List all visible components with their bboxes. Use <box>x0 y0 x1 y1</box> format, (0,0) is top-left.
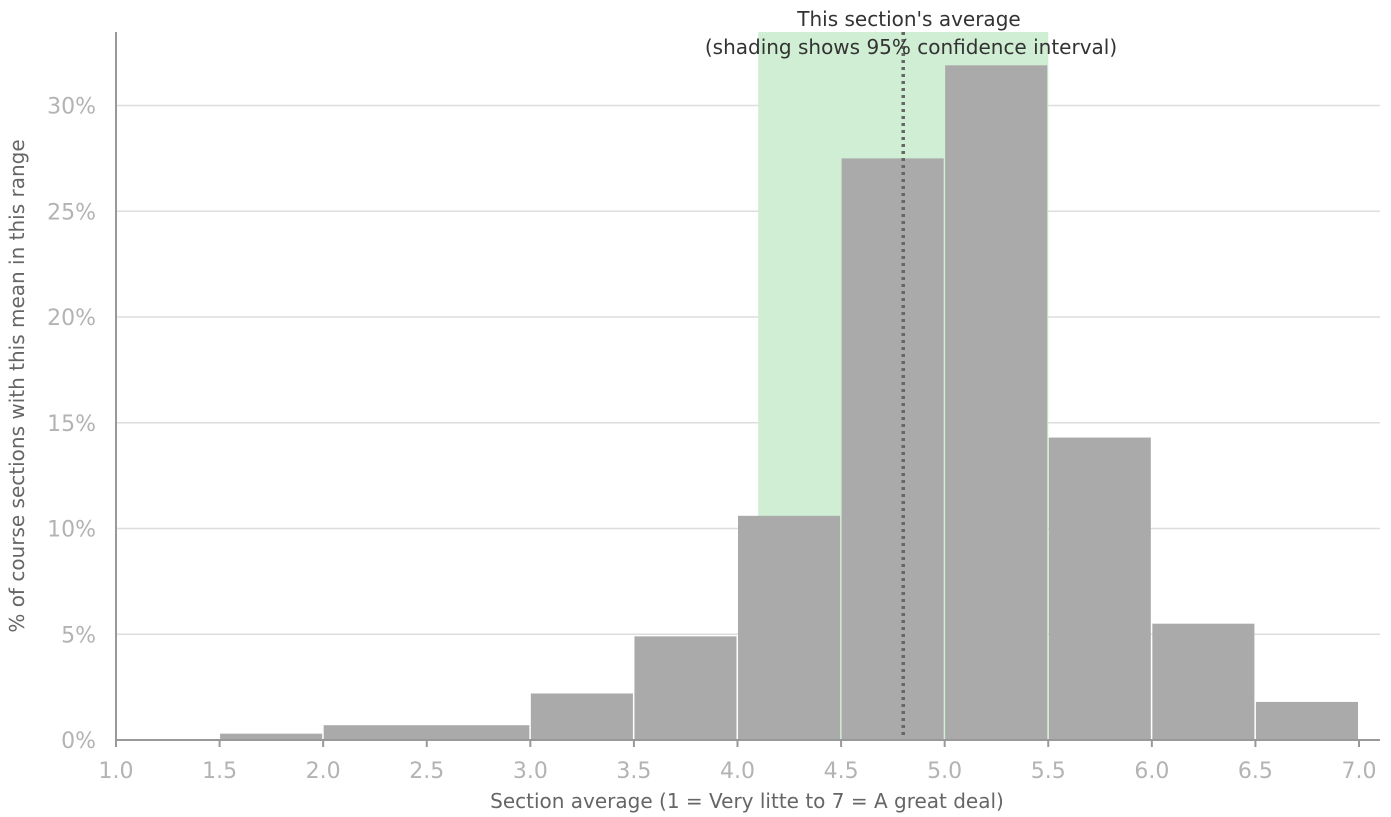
histogram-bar <box>945 65 1048 740</box>
y-tick-labels: 0% 5% 10% 15% 20% 25% 30% <box>47 95 96 755</box>
x-tick-label: 7.0 <box>1342 759 1377 784</box>
y-tick-label: 0% <box>61 729 96 754</box>
histogram-bar <box>841 158 944 740</box>
x-tick-label: 6.0 <box>1134 759 1169 784</box>
y-tick-label: 20% <box>47 306 96 331</box>
x-tick-label: 1.0 <box>99 759 134 784</box>
y-tick-label: 15% <box>47 412 96 437</box>
histogram-bar <box>323 725 530 740</box>
y-tick-label: 30% <box>47 95 96 120</box>
y-tick-label: 10% <box>47 518 96 543</box>
histogram-bar <box>1152 623 1255 740</box>
annotation-title: This section's average <box>796 7 1020 31</box>
y-tick-label: 5% <box>61 623 96 648</box>
histogram-bars <box>220 65 1358 740</box>
x-tick-label: 5.5 <box>1031 759 1066 784</box>
x-tick-labels: 1.0 1.5 2.0 2.5 3.0 3.5 4.0 4.5 5.0 5.5 6.0 6.5 7.0 <box>99 740 1377 784</box>
histogram-bar <box>220 733 323 740</box>
x-tick-label: 6.5 <box>1238 759 1273 784</box>
histogram-bar <box>634 636 737 740</box>
axes <box>115 32 1380 741</box>
y-axis-title: % of course sections with this mean in t… <box>5 139 29 632</box>
x-tick-label: 3.0 <box>513 759 548 784</box>
x-tick-label: 4.5 <box>824 759 859 784</box>
x-axis-title: Section average (1 = Very litte to 7 = A… <box>490 789 1004 813</box>
histogram-bar <box>530 693 633 740</box>
x-tick-label: 1.5 <box>202 759 237 784</box>
x-tick-label: 5.0 <box>927 759 962 784</box>
histogram-bar <box>1255 701 1358 740</box>
y-tick-label: 25% <box>47 200 96 225</box>
x-tick-label: 3.5 <box>616 759 651 784</box>
x-tick-label: 4.0 <box>720 759 755 784</box>
histogram-bar <box>1048 437 1151 740</box>
x-tick-label: 2.0 <box>306 759 341 784</box>
annotation-subtitle: (shading shows 95% confidence interval) <box>705 35 1117 59</box>
x-tick-label: 2.5 <box>409 759 444 784</box>
histogram-bar <box>738 515 841 740</box>
